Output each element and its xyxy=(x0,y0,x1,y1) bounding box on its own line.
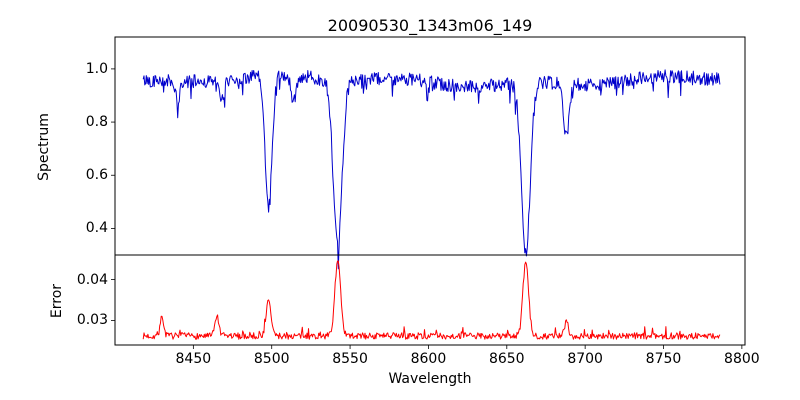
y-tick-label: 0.8 xyxy=(85,114,108,131)
y-tick-label: 0.03 xyxy=(76,312,108,329)
spectrum-line xyxy=(142,69,721,270)
spectrum-axis-label: Spectrum xyxy=(36,113,52,181)
wavelength-axis-label: Wavelength xyxy=(388,371,472,387)
error-panel xyxy=(111,254,746,349)
x-tick-label: 8800 xyxy=(724,351,760,367)
spectrum-panel xyxy=(111,36,746,270)
spectrum-plot xyxy=(111,36,746,270)
chart-title: 20090530_1343m06_149 xyxy=(327,16,533,35)
axes-frame xyxy=(114,254,746,346)
axes-frame xyxy=(114,36,746,256)
error-axis-label: Error xyxy=(49,283,65,319)
y-tick-label: 0.04 xyxy=(76,271,108,288)
x-tick-label: 8550 xyxy=(332,351,368,367)
y-tick-label: 1.0 xyxy=(85,60,108,77)
error-line xyxy=(142,260,721,340)
x-tick-label: 8650 xyxy=(488,351,525,367)
x-tick-label: 8600 xyxy=(410,351,447,367)
x-tick-label: 8700 xyxy=(567,351,603,367)
error-plot xyxy=(111,254,746,349)
x-tick-label: 8500 xyxy=(253,351,290,367)
x-tick-label: 8450 xyxy=(175,351,212,367)
y-tick-label: 0.6 xyxy=(85,167,108,184)
y-tick-label: 0.4 xyxy=(85,220,108,237)
x-tick-label: 8750 xyxy=(645,351,682,367)
